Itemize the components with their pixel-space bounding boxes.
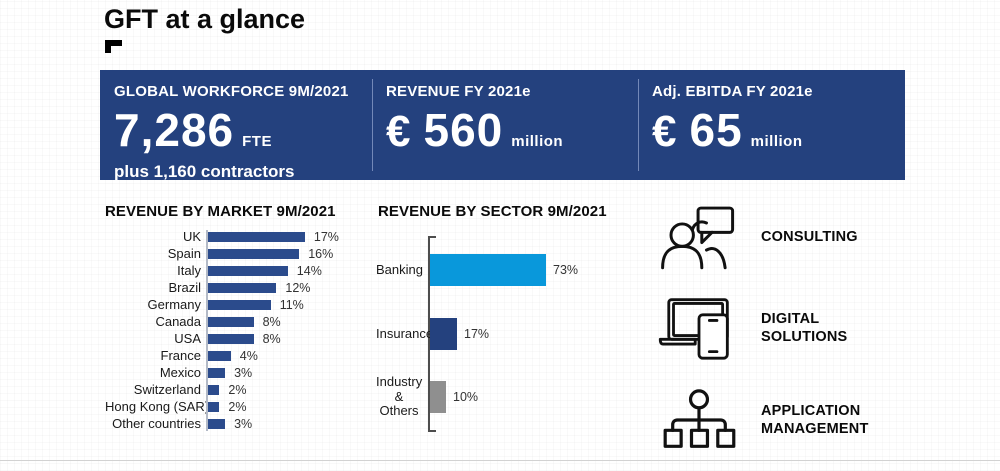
digital-solutions-icon — [655, 294, 743, 362]
service-application-management: APPLICATION MANAGEMENT — [655, 386, 891, 454]
sector-value-label: 17% — [464, 327, 490, 341]
sector-value-label: 10% — [453, 390, 479, 404]
kpi-ebitda: Adj. EBITDA FY 2021e € 65 million — [638, 70, 905, 180]
euro-symbol: € — [386, 107, 411, 156]
market-row: Brazil 12% — [105, 279, 375, 296]
kpi-value: 560 — [423, 104, 504, 156]
market-category-label: Other countries — [112, 416, 201, 431]
page-title: GFT at a glance — [104, 4, 306, 34]
sector-bar — [430, 254, 546, 286]
sector-row: Insurance 17% — [376, 318, 489, 350]
service-digital-solutions: DIGITAL SOLUTIONS — [655, 294, 891, 362]
market-category-label: Hong Kong (SAR) — [105, 399, 210, 414]
sector-bar — [430, 381, 446, 413]
market-value-label: 3% — [234, 365, 253, 380]
kpi-value: 7,286 — [114, 104, 235, 156]
market-row: Italy 14% — [105, 262, 375, 279]
market-category-label: USA — [174, 331, 201, 346]
market-category-label: Switzerland — [133, 382, 201, 397]
market-bar — [208, 316, 254, 327]
kpi-unit: million — [750, 133, 803, 150]
kpi-banner: GLOBAL WORKFORCE 9M/2021 7,286 FTE plus … — [100, 70, 905, 181]
market-category-label: France — [160, 348, 201, 363]
kpi-revenue: REVENUE FY 2021e € 560 million — [372, 70, 638, 180]
market-category-label: Italy — [177, 263, 201, 278]
sector-category-label: Insurance — [376, 325, 434, 341]
market-row: Hong Kong (SAR) 2% — [105, 398, 375, 415]
market-bar — [208, 282, 277, 293]
kpi-label: GLOBAL WORKFORCE 9M/2021 — [114, 83, 349, 100]
market-bar — [208, 333, 254, 344]
service-label: APPLICATION MANAGEMENT — [761, 402, 869, 437]
market-bar — [208, 231, 305, 242]
market-bar — [208, 265, 288, 276]
market-category-label: Germany — [147, 297, 201, 312]
market-row: USA 8% — [105, 330, 375, 347]
market-value-label: 17% — [313, 229, 339, 244]
market-bar — [208, 367, 226, 378]
market-value-label: 8% — [262, 331, 281, 346]
market-row: Mexico 3% — [105, 364, 375, 381]
market-category-label: UK — [182, 229, 201, 244]
market-value-label: 8% — [262, 314, 281, 329]
market-category-label: Brazil — [168, 280, 201, 295]
kpi-note: plus 1,160 contractors — [114, 162, 295, 181]
service-label: DIGITAL SOLUTIONS — [761, 310, 848, 345]
service-label: CONSULTING — [761, 228, 858, 245]
market-category-label: Spain — [167, 246, 201, 261]
market-value-label: 2% — [228, 399, 247, 414]
revenue-by-sector-chart: Banking 73% Insurance 17% Industry & Others 1… — [376, 236, 636, 432]
kpi-label: REVENUE FY 2021e — [386, 83, 531, 100]
gft-corner-logo-mark — [105, 40, 122, 53]
market-category-label: Mexico — [159, 365, 201, 380]
consulting-icon — [655, 203, 743, 271]
market-value-label: 11% — [279, 297, 304, 312]
market-row: France 4% — [105, 347, 375, 364]
kpi-label: Adj. EBITDA FY 2021e — [652, 83, 813, 100]
market-bar — [208, 401, 220, 412]
sector-category-label: Industry & Others — [376, 373, 423, 419]
market-row: UK 17% — [105, 228, 375, 245]
sector-bar — [430, 318, 457, 350]
market-row: Canada 8% — [105, 313, 375, 330]
market-row: Germany 11% — [105, 296, 375, 313]
market-category-label: Canada — [155, 314, 201, 329]
market-value-label: 3% — [234, 416, 253, 431]
market-row: Spain 16% — [105, 245, 375, 262]
market-chart-title: REVENUE BY MARKET 9M/2021 — [105, 203, 336, 220]
euro-symbol: € — [652, 107, 677, 156]
kpi-global-workforce: GLOBAL WORKFORCE 9M/2021 7,286 FTE plus … — [100, 70, 372, 181]
kpi-value: 65 — [689, 104, 743, 156]
market-bar — [208, 384, 220, 395]
market-value-label: 16% — [308, 246, 334, 261]
service-consulting: CONSULTING — [655, 203, 891, 271]
footer-divider — [0, 460, 1000, 461]
market-value-label: 2% — [228, 382, 247, 397]
market-bar — [208, 248, 300, 259]
market-chart-axis — [206, 230, 208, 431]
revenue-by-market-chart: UK 17% Spain 16% Italy 14% Brazil 12% Germany 11%… — [105, 228, 375, 432]
sector-category-label: Banking — [376, 261, 423, 277]
kpi-unit: million — [511, 133, 564, 150]
market-value-label: 4% — [239, 348, 258, 363]
kpi-unit: FTE — [242, 133, 272, 150]
market-row: Other countries 3% — [105, 415, 375, 432]
sector-chart-title: REVENUE BY SECTOR 9M/2021 — [378, 203, 607, 220]
market-bar — [208, 418, 226, 429]
market-bar — [208, 350, 231, 361]
sector-chart-axis — [428, 236, 436, 432]
market-bar — [208, 299, 271, 310]
sector-row: Industry & Others 10% — [376, 374, 479, 419]
market-value-label: 12% — [285, 280, 311, 295]
market-value-label: 14% — [296, 263, 322, 278]
market-row: Switzerland 2% — [105, 381, 375, 398]
sector-row: Banking 73% — [376, 254, 578, 286]
sector-value-label: 73% — [553, 263, 579, 277]
application-management-icon — [655, 386, 743, 454]
